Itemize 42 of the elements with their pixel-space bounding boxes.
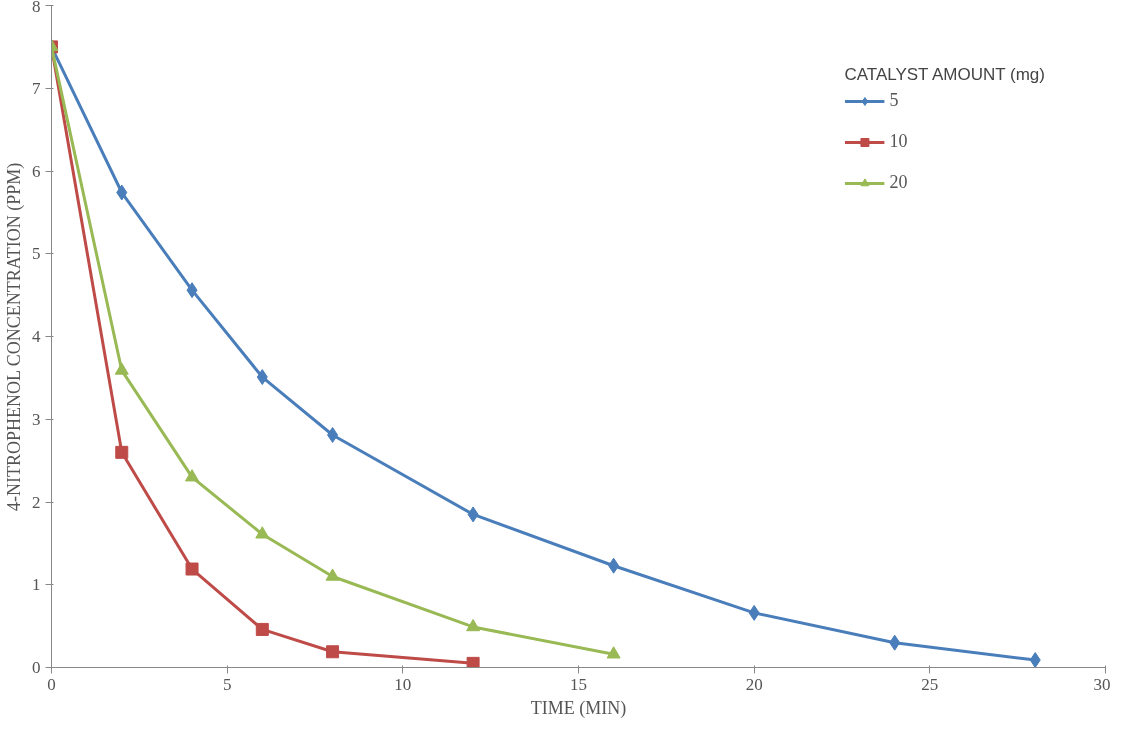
legend-label: 10 — [889, 131, 909, 152]
legend-title: CATALYST AMOUNT (mg) — [844, 65, 1045, 85]
x-axis-title: TIME (MIN) — [530, 697, 627, 719]
point — [114, 362, 129, 375]
y-tick-label: 3 — [32, 409, 41, 429]
y-axis-title: 4-NITROPHENOL CONCENTRATION (PPM) — [4, 162, 25, 511]
y-tick-label: 2 — [32, 492, 41, 512]
legend-label: 5 — [889, 90, 900, 111]
point — [1029, 652, 1041, 668]
point — [748, 604, 760, 621]
y-tick-label: 6 — [32, 161, 41, 181]
point — [115, 445, 129, 459]
point — [186, 282, 198, 299]
point — [255, 526, 270, 539]
x-tick-label: 5 — [222, 674, 232, 694]
y-tick-label: 1 — [32, 575, 41, 595]
point — [116, 184, 128, 201]
y-tick-label: 0 — [32, 658, 41, 677]
point — [608, 557, 620, 574]
y-tick-label: 8 — [32, 0, 41, 16]
x-tick-label: 25 — [921, 674, 939, 694]
x-tick-label: 30 — [1093, 674, 1111, 694]
y-tick-label: 5 — [32, 244, 41, 264]
y-tick-label: 4 — [32, 327, 41, 346]
point — [326, 645, 340, 659]
point — [606, 646, 621, 659]
point — [185, 562, 199, 576]
point — [256, 369, 268, 386]
point — [466, 656, 480, 668]
point — [889, 634, 901, 651]
x-tick-label: 20 — [745, 674, 763, 694]
legend-label: 20 — [889, 172, 909, 193]
point — [467, 506, 479, 523]
y-tick-label: 7 — [32, 78, 41, 98]
x-tick-label: 0 — [47, 674, 56, 694]
point — [466, 618, 481, 632]
point — [327, 426, 339, 443]
x-tick-label: 10 — [394, 674, 412, 694]
point — [255, 622, 269, 636]
point — [325, 568, 340, 581]
x-tick-label: 15 — [570, 674, 587, 694]
point — [185, 469, 200, 482]
